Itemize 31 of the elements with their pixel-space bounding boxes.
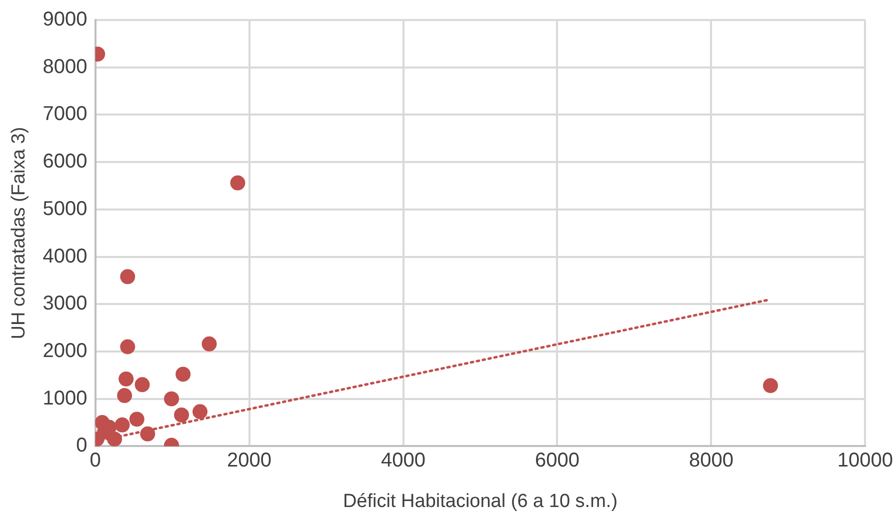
y-tick-label: 3000: [42, 292, 88, 315]
point: [118, 371, 134, 386]
x-tick-label: 6000: [534, 450, 580, 472]
x-tick-label: 8000: [688, 450, 734, 472]
y-tick-label: 5000: [42, 198, 88, 220]
y-tick-label: 9000: [42, 8, 88, 31]
x-tick-label: 10000: [837, 450, 894, 472]
point: [134, 377, 150, 392]
point: [762, 378, 778, 394]
point: [174, 407, 190, 422]
point: [230, 175, 246, 190]
y-tick-label: 8000: [42, 56, 88, 78]
point: [114, 417, 130, 432]
y-tick-label: 0: [76, 434, 88, 457]
point: [202, 336, 217, 352]
point: [164, 391, 180, 406]
y-tick-label: 4000: [42, 245, 88, 268]
point: [129, 412, 144, 427]
y-tick-label: 1000: [42, 387, 88, 410]
point: [120, 339, 136, 354]
point: [176, 366, 191, 382]
y-tick-label: 6000: [42, 150, 88, 173]
point: [117, 388, 132, 404]
x-tick-label: 2000: [227, 450, 272, 472]
x-axis-title: Déficit Habitacional (6 a 10 s.m.): [342, 490, 618, 512]
y-tick-label: 7000: [42, 103, 88, 126]
y-tick-label: 2000: [42, 340, 88, 362]
point: [120, 269, 136, 284]
y-axis-title: UH contratadas (Faixa 3): [8, 126, 30, 340]
point: [192, 404, 208, 420]
x-tick-label: 4000: [381, 450, 426, 472]
